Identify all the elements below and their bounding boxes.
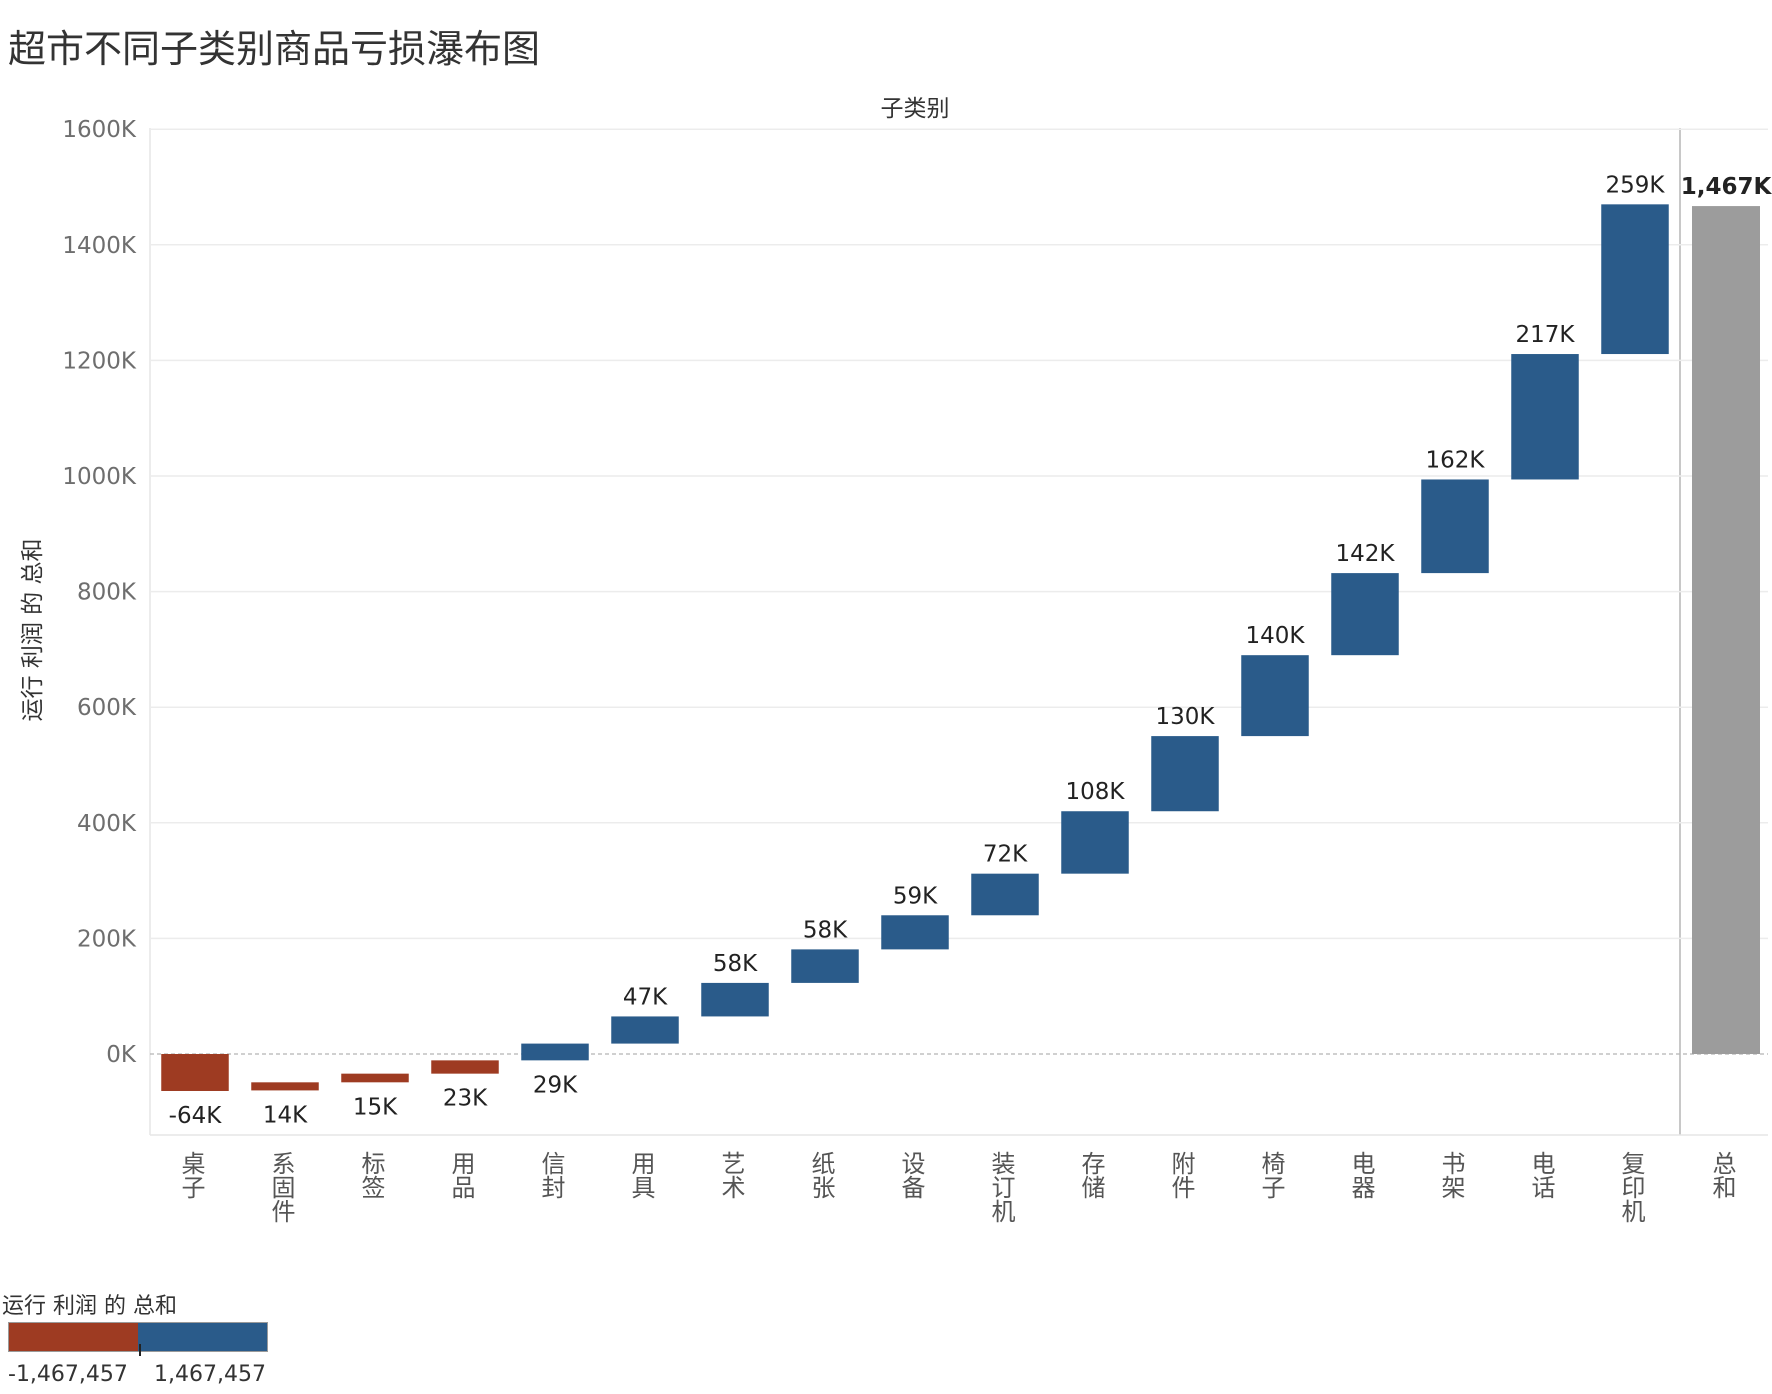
waterfall-chart: 0K 200K 400K 600K 800K 1000K 1200K 1400K 1600K 子类… (20, 96, 1772, 1223)
total-label: 1,467K (1681, 174, 1772, 200)
y-tick-label: 600K (77, 695, 137, 721)
x-tick-label-total: 总和 (1708, 1151, 1736, 1199)
x-tick-label: 椅子 (1257, 1151, 1285, 1199)
x-tick-label: 存储 (1077, 1151, 1105, 1199)
data-label: 58K (713, 951, 758, 977)
y-tick-label: 1400K (62, 233, 137, 259)
bar-存储 (1061, 811, 1129, 874)
data-label: 217K (1516, 322, 1576, 348)
bar-信封 (521, 1043, 589, 1061)
y-tick-label: 1200K (62, 348, 137, 374)
bar-设备 (881, 915, 949, 950)
y-tick-label: 200K (77, 926, 137, 952)
data-label: 58K (803, 917, 848, 943)
bar-椅子 (1241, 655, 1309, 737)
x-tick-label: 电话 (1527, 1151, 1555, 1199)
data-label: 108K (1066, 779, 1126, 805)
y-tick-label: 400K (77, 811, 137, 837)
bar-装订机 (971, 873, 1039, 916)
bar-书架 (1421, 479, 1489, 574)
data-label: 29K (533, 1072, 578, 1098)
x-tick-label: 桌子 (177, 1151, 205, 1199)
legend-color-ramp (8, 1322, 268, 1352)
data-label: 23K (443, 1086, 488, 1112)
x-tick-label: 用具 (627, 1151, 655, 1199)
x-tick-label: 附件 (1167, 1151, 1195, 1199)
total-bar (1692, 206, 1760, 1055)
data-label: 162K (1426, 447, 1486, 473)
y-tick-label: 1600K (62, 117, 137, 143)
bar-用具 (611, 1016, 679, 1044)
bar-电器 (1331, 573, 1399, 656)
x-tick-label: 信封 (537, 1151, 565, 1199)
legend-zero-marker (139, 1344, 141, 1356)
data-label: 142K (1336, 541, 1396, 567)
data-label: 140K (1246, 623, 1306, 649)
x-tick-label: 电器 (1347, 1151, 1375, 1199)
data-label: 14K (263, 1102, 308, 1128)
x-tick-label: 系固件 (267, 1151, 295, 1223)
bar-附件 (1151, 736, 1219, 812)
data-label: 59K (893, 883, 938, 909)
bar-纸张 (791, 949, 859, 983)
legend-title: 运行 利润 的 总和 (2, 1294, 177, 1319)
bar-桌子 (161, 1054, 229, 1091)
y-tick-label: 0K (106, 1042, 137, 1068)
bar-艺术 (701, 982, 769, 1017)
x-tick-label: 复印机 (1617, 1151, 1645, 1223)
bar-电话 (1511, 354, 1579, 480)
x-tick-label: 用品 (447, 1151, 475, 1199)
legend-negative-swatch (9, 1323, 138, 1351)
data-label: -64K (169, 1103, 223, 1129)
x-tick-label: 艺术 (717, 1151, 745, 1199)
data-label: 72K (983, 842, 1028, 868)
data-label: 47K (623, 984, 668, 1010)
data-label: 130K (1156, 704, 1216, 730)
x-tick-label: 纸张 (807, 1151, 835, 1199)
data-label: 15K (353, 1094, 398, 1120)
data-label: 259K (1606, 172, 1666, 198)
bar-标签 (341, 1073, 409, 1083)
x-tick-label: 标签 (357, 1151, 385, 1199)
y-tick-label: 800K (77, 580, 137, 606)
bar-复印机 (1601, 204, 1669, 355)
column-header: 子类别 (881, 96, 950, 122)
page-title: 超市不同子类别商品亏损瀑布图 (8, 27, 541, 71)
legend-positive-swatch (138, 1323, 267, 1351)
bar-系固件 (251, 1082, 319, 1091)
x-tick-label: 装订机 (987, 1151, 1015, 1223)
x-tick-label: 设备 (897, 1151, 925, 1199)
legend-max-label: 1,467,457 (154, 1362, 266, 1387)
y-tick-label: 1000K (62, 464, 137, 490)
legend-min-label: -1,467,457 (8, 1362, 128, 1387)
bar-用品 (431, 1060, 499, 1074)
x-tick-label: 书架 (1437, 1151, 1465, 1199)
y-axis-title: 运行 利润 的 总和 (20, 539, 46, 722)
